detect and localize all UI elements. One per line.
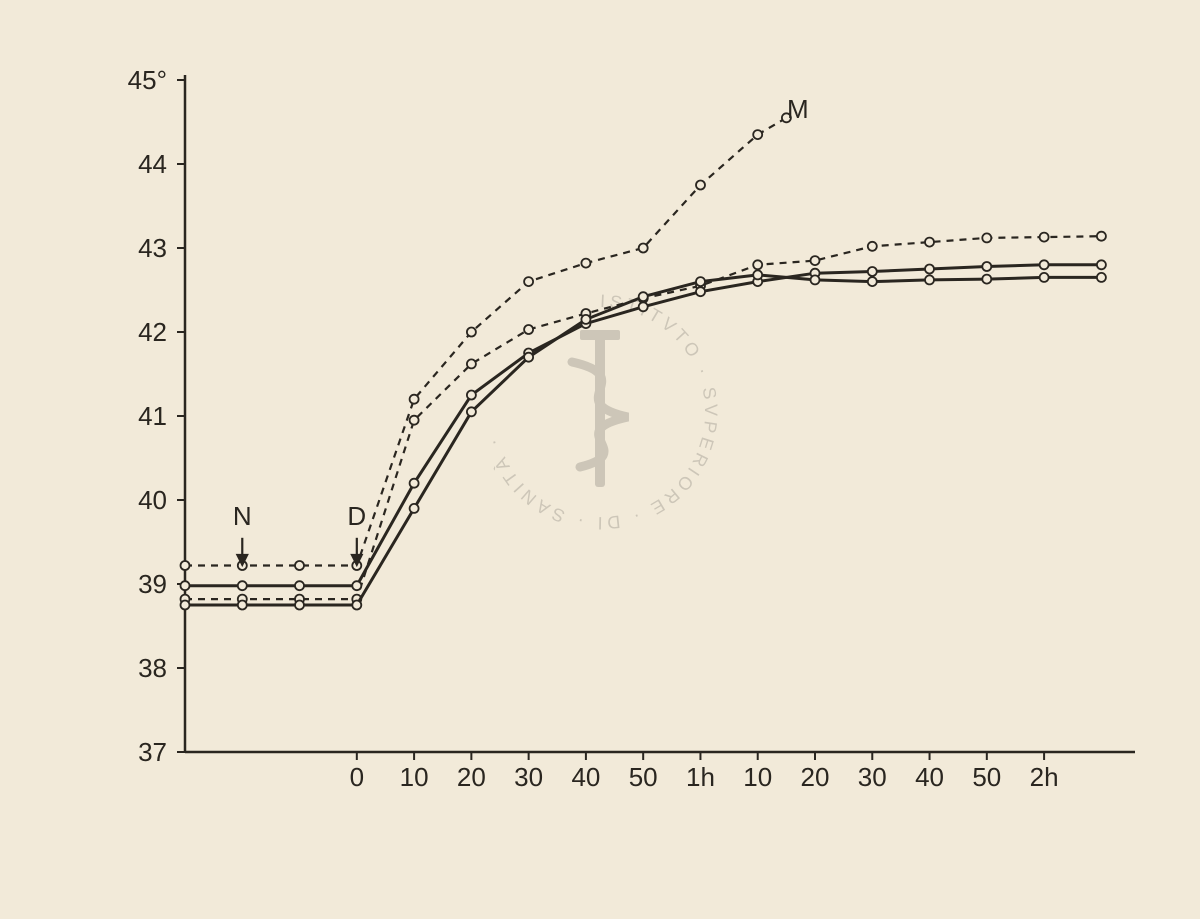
y-tick-label: 37 (138, 737, 167, 767)
y-tick-label: 39 (138, 569, 167, 599)
x-tick-label: 20 (457, 762, 486, 792)
chart-container: ISTITVTO · SVPERIORE · DI · SANITÀ ·3738… (0, 0, 1200, 919)
line-chart: ISTITVTO · SVPERIORE · DI · SANITÀ ·3738… (0, 0, 1200, 919)
annotation-M: M (787, 94, 809, 124)
y-tick-label: 42 (138, 317, 167, 347)
x-tick-label: 50 (972, 762, 1001, 792)
y-tick-label: 40 (138, 485, 167, 515)
x-tick-label: 2h (1030, 762, 1059, 792)
x-tick-label: 40 (571, 762, 600, 792)
annotation-N: N (233, 501, 252, 531)
y-tick-label: 44 (138, 149, 167, 179)
x-tick-label: 30 (858, 762, 887, 792)
y-tick-label: 45° (128, 65, 167, 95)
x-tick-label: 50 (629, 762, 658, 792)
x-tick-label: 30 (514, 762, 543, 792)
annotation-D: D (347, 501, 366, 531)
x-tick-label: 10 (743, 762, 772, 792)
x-tick-label: 40 (915, 762, 944, 792)
x-tick-label: 1h (686, 762, 715, 792)
y-tick-label: 41 (138, 401, 167, 431)
x-tick-label: 10 (400, 762, 429, 792)
y-tick-label: 38 (138, 653, 167, 683)
y-tick-label: 43 (138, 233, 167, 263)
x-tick-label: 20 (801, 762, 830, 792)
x-tick-label: 0 (350, 762, 364, 792)
